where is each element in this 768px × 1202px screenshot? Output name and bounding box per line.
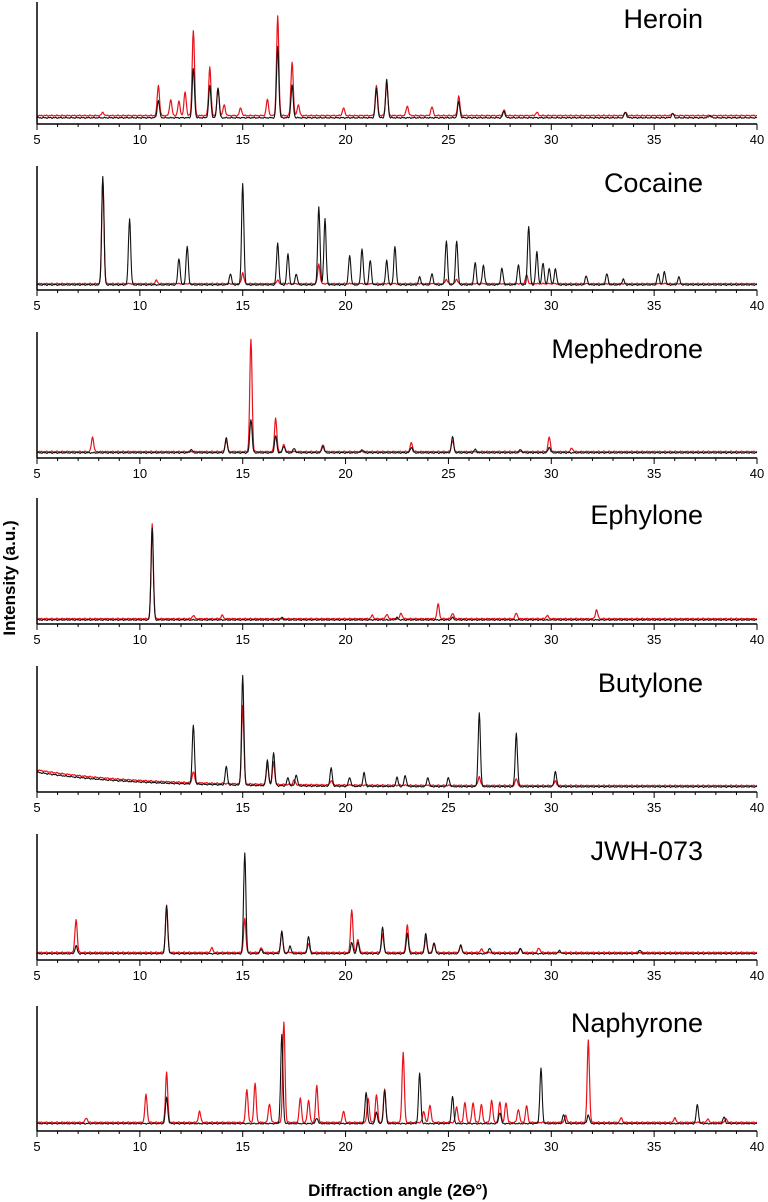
x-tick-label: 30 [544, 800, 558, 815]
panel-title-heroin: Heroin [623, 4, 703, 34]
panel-title-jwh-073: JWH-073 [590, 836, 703, 866]
x-tick-label: 15 [235, 298, 249, 313]
panel-naphyrone: 5 10 15 20 25 30 35 40 Naphyrone [33, 1006, 764, 1154]
panel-title-cocaine: Cocaine [604, 168, 703, 198]
x-tick-label: 25 [441, 632, 455, 647]
panel-cocaine: 5 10 15 20 25 30 35 40 Cocaine [33, 166, 764, 313]
x-tick-label: 5 [33, 968, 40, 983]
x-tick-label: 25 [441, 298, 455, 313]
x-tick-label: 30 [544, 132, 558, 147]
chart-panels: 5 10 15 20 25 30 35 40 Heroin 5 10 15 20 25 30 35 40 Coca… [33, 2, 764, 1154]
x-tick-label: 40 [750, 1139, 764, 1154]
panel-mephedrone: 5 10 15 20 25 30 35 40 Mephedrone [33, 332, 764, 481]
x-axis-label: Diffraction angle (2Θ°) [308, 1181, 488, 1200]
panel-heroin: 5 10 15 20 25 30 35 40 Heroin [33, 2, 764, 147]
series-line-black [36, 1033, 758, 1125]
series-line-red [36, 704, 758, 787]
panel-title-butylone: Butylone [598, 668, 703, 698]
series-line-black [36, 852, 758, 955]
x-tick-label: 20 [338, 968, 352, 983]
x-tick-label: 40 [750, 800, 764, 815]
panel-title-ephylone: Ephylone [590, 500, 703, 530]
panel-title-naphyrone: Naphyrone [571, 1008, 703, 1038]
x-tick-label: 40 [750, 132, 764, 147]
x-tick-label: 20 [338, 132, 352, 147]
x-tick-label: 10 [133, 298, 147, 313]
y-axis-label: Intensity (a.u.) [0, 520, 19, 635]
x-tick-label: 5 [33, 800, 40, 815]
series-line-black [36, 674, 758, 788]
series-line-red [36, 523, 758, 620]
x-tick-label: 15 [235, 132, 249, 147]
x-tick-label: 15 [235, 466, 249, 481]
x-tick-label: 40 [750, 298, 764, 313]
x-tick-label: 5 [33, 632, 40, 647]
x-tick-label: 30 [544, 968, 558, 983]
x-tick-label: 40 [750, 632, 764, 647]
x-tick-label: 10 [133, 632, 147, 647]
x-tick-label: 15 [235, 1139, 249, 1154]
panel-title-mephedrone: Mephedrone [551, 334, 703, 364]
x-tick-label: 10 [133, 466, 147, 481]
x-tick-label: 20 [338, 632, 352, 647]
x-tick-label: 25 [441, 466, 455, 481]
x-tick-label: 20 [338, 800, 352, 815]
x-tick-label: 15 [235, 632, 249, 647]
x-tick-label: 30 [544, 1139, 558, 1154]
x-tick-label: 10 [133, 132, 147, 147]
panel-ephylone: 5 10 15 20 25 30 35 40 Ephylone [33, 498, 764, 647]
x-tick-label: 10 [133, 968, 147, 983]
x-tick-label: 15 [235, 968, 249, 983]
series-line-red [36, 178, 758, 285]
x-tick-label: 35 [647, 298, 661, 313]
x-tick-label: 30 [544, 298, 558, 313]
x-tick-label: 20 [338, 1139, 352, 1154]
x-tick-label: 25 [441, 132, 455, 147]
x-tick-label: 40 [750, 968, 764, 983]
panel-butylone: 5 10 15 20 25 30 35 40 Butylone [33, 666, 764, 815]
panel-jwh-073: 5 10 15 20 25 30 35 40 JWH-073 [33, 834, 764, 983]
x-tick-label: 5 [33, 132, 40, 147]
series-line-red [36, 904, 758, 954]
x-tick-label: 35 [647, 466, 661, 481]
series-line-black [36, 45, 758, 119]
x-tick-label: 35 [647, 132, 661, 147]
x-tick-label: 5 [33, 466, 40, 481]
x-tick-label: 35 [647, 632, 661, 647]
x-tick-label: 10 [133, 800, 147, 815]
x-tick-label: 30 [544, 632, 558, 647]
x-tick-label: 20 [338, 298, 352, 313]
x-tick-label: 40 [750, 466, 764, 481]
x-tick-label: 25 [441, 968, 455, 983]
series-line-black [36, 527, 758, 622]
x-tick-label: 10 [133, 1139, 147, 1154]
x-tick-label: 35 [647, 968, 661, 983]
x-tick-label: 15 [235, 800, 249, 815]
x-tick-label: 25 [441, 1139, 455, 1154]
series-line-black [36, 419, 758, 454]
x-tick-label: 35 [647, 1139, 661, 1154]
x-tick-label: 5 [33, 298, 40, 313]
x-tick-label: 25 [441, 800, 455, 815]
series-line-black [36, 175, 758, 287]
x-tick-label: 30 [544, 466, 558, 481]
x-tick-label: 20 [338, 466, 352, 481]
series-line-red [36, 15, 758, 117]
x-tick-label: 35 [647, 800, 661, 815]
x-tick-label: 5 [33, 1139, 40, 1154]
